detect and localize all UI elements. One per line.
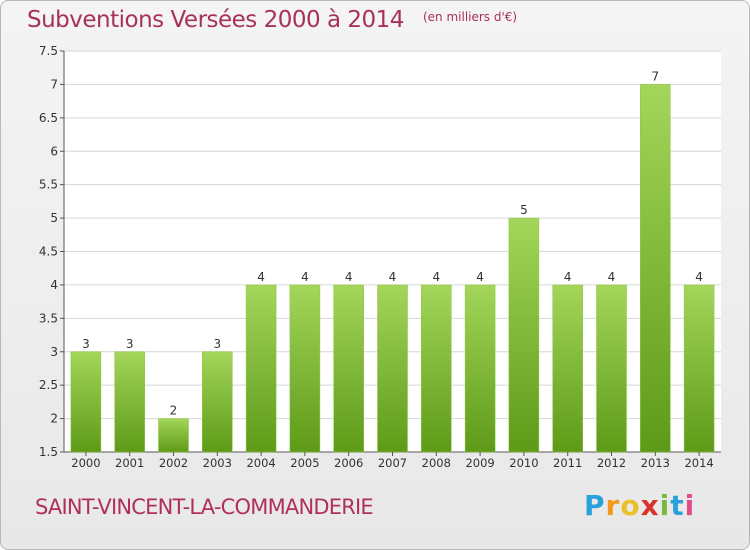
y-tick-label: 4.5 — [39, 245, 58, 259]
x-tick-label: 2012 — [597, 456, 626, 470]
bar — [683, 284, 715, 453]
logo-letter: P — [584, 489, 606, 522]
bar-value-label: 4 — [432, 270, 440, 284]
x-tick-label: 2007 — [378, 456, 407, 470]
logo-letter: x — [640, 489, 660, 522]
bar — [596, 284, 627, 453]
bar — [202, 351, 233, 453]
bar-value-label: 3 — [213, 337, 221, 351]
bar-value-label: 7 — [651, 69, 659, 83]
x-tick-label: 2011 — [553, 456, 582, 470]
bar-value-label: 4 — [564, 270, 572, 284]
bar-value-label: 5 — [520, 203, 528, 217]
x-tick-label: 2001 — [115, 456, 144, 470]
bar — [552, 284, 583, 453]
bar — [421, 284, 452, 453]
bar-value-label: 4 — [301, 270, 309, 284]
bar-value-label: 2 — [170, 404, 178, 418]
x-tick-label: 2006 — [334, 456, 363, 470]
unit-note: (en milliers d'€) — [422, 10, 518, 24]
bar-value-label: 4 — [476, 270, 484, 284]
bar — [70, 351, 102, 453]
bar-value-label: 4 — [608, 270, 616, 284]
y-tick-label: 6 — [50, 144, 58, 158]
x-tick-label: 2013 — [641, 456, 670, 470]
bar-value-label: 3 — [126, 337, 134, 351]
bar — [114, 351, 145, 453]
y-tick-label: 4 — [50, 278, 58, 292]
y-tick-label: 2.5 — [39, 378, 58, 392]
logo-letter: i — [684, 489, 696, 522]
y-tick-label: 3 — [50, 345, 58, 359]
logo-letter: r — [605, 489, 621, 522]
bar-value-label: 4 — [257, 270, 265, 284]
bar — [377, 284, 408, 453]
bar — [245, 284, 277, 453]
x-tick-label: 2000 — [71, 456, 100, 470]
bar — [508, 217, 540, 453]
logo-letter: i — [659, 489, 671, 522]
y-tick-label: 5.5 — [39, 178, 58, 192]
y-tick-label: 5 — [50, 211, 58, 225]
x-tick-label: 2009 — [465, 456, 494, 470]
x-tick-label: 2005 — [290, 456, 319, 470]
bar-value-label: 4 — [695, 270, 703, 284]
x-tick-label: 2010 — [509, 456, 538, 470]
bar — [464, 284, 496, 453]
y-tick-label: 1.5 — [39, 445, 58, 459]
proxiti-logo: Proxiti — [584, 489, 695, 522]
bar-value-label: 4 — [345, 270, 353, 284]
bar — [333, 284, 364, 453]
bar — [640, 84, 671, 453]
y-tick-label: 2 — [50, 412, 58, 426]
x-tick-label: 2003 — [203, 456, 232, 470]
y-tick-label: 6.5 — [39, 111, 58, 125]
y-tick-label: 7.5 — [39, 44, 58, 58]
bar-value-label: 4 — [389, 270, 397, 284]
x-tick-label: 2004 — [246, 456, 275, 470]
commune-name: SAINT-VINCENT-LA-COMMANDERIE — [35, 495, 374, 519]
y-tick-label: 7 — [50, 77, 58, 91]
bar-value-label: 3 — [82, 337, 90, 351]
title-block: Subventions Versées 2000 à 2014 (en mill… — [27, 7, 517, 33]
x-tick-label: 2002 — [159, 456, 188, 470]
logo-letter: o — [620, 489, 641, 522]
bar — [289, 284, 321, 453]
logo-letter: t — [670, 489, 685, 522]
y-tick-label: 3.5 — [39, 311, 58, 325]
chart-title: Subventions Versées 2000 à 2014 — [27, 7, 404, 33]
bar — [158, 418, 189, 453]
x-tick-label: 2014 — [684, 456, 713, 470]
x-tick-label: 2008 — [422, 456, 451, 470]
